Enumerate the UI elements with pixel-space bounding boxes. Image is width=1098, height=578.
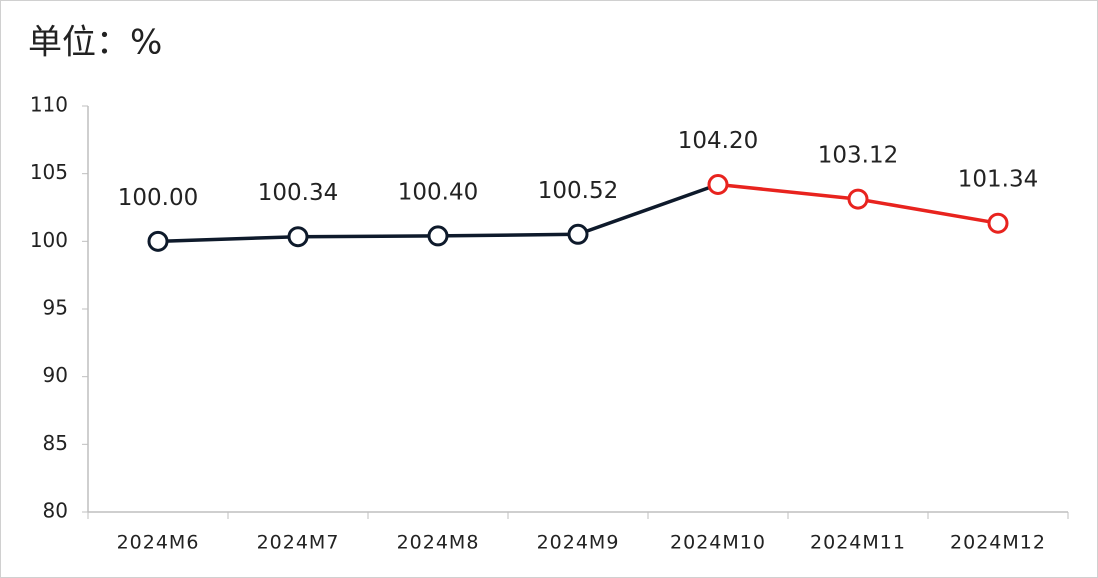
value-label: 100.52 xyxy=(538,178,618,204)
y-tick-label: 80 xyxy=(43,499,68,523)
x-tick-label: 2024M11 xyxy=(810,532,906,554)
marker xyxy=(707,173,729,195)
x-tick-label: 2024M8 xyxy=(397,532,480,554)
marker xyxy=(147,230,169,252)
value-label: 100.34 xyxy=(258,180,338,206)
x-tick-label: 2024M7 xyxy=(257,532,340,554)
marker xyxy=(567,223,589,245)
marker xyxy=(847,188,869,210)
y-tick-label: 110 xyxy=(30,93,68,117)
marker xyxy=(287,226,309,248)
y-tick-label: 95 xyxy=(43,296,68,320)
y-tick-label: 100 xyxy=(30,228,68,252)
chart-title: 单位：% xyxy=(28,23,162,63)
x-tick-label: 2024M12 xyxy=(950,532,1046,554)
x-tick-label: 2024M10 xyxy=(670,532,766,554)
value-label: 100.00 xyxy=(118,185,198,211)
y-tick-label: 105 xyxy=(30,160,68,184)
x-tick-label: 2024M6 xyxy=(117,532,200,554)
y-tick-label: 85 xyxy=(43,431,68,455)
value-label: 103.12 xyxy=(818,143,898,169)
value-label: 100.40 xyxy=(398,179,478,205)
marker xyxy=(987,212,1009,234)
value-label: 101.34 xyxy=(958,167,1038,193)
marker xyxy=(427,225,449,247)
x-tick-label: 2024M9 xyxy=(537,532,620,554)
value-label: 104.20 xyxy=(678,128,758,154)
y-tick-label: 90 xyxy=(43,363,68,387)
